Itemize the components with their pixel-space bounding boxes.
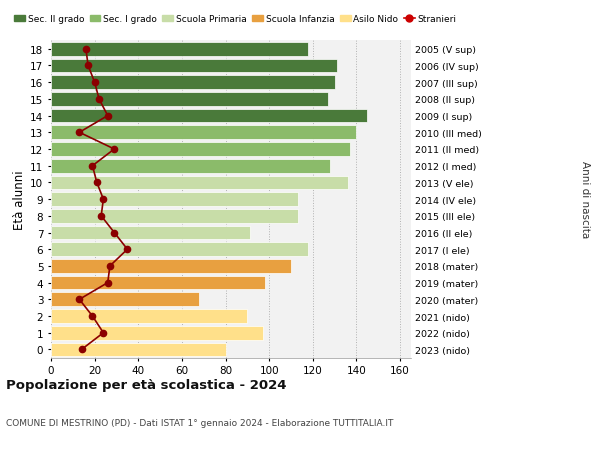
Bar	[51, 93, 328, 106]
Bar	[51, 76, 335, 90]
Bar	[51, 326, 263, 340]
Bar	[51, 43, 308, 56]
Bar	[51, 193, 298, 207]
Bar	[51, 126, 356, 140]
Legend: Sec. II grado, Sec. I grado, Scuola Primaria, Scuola Infanzia, Asilo Nido, Stran: Sec. II grado, Sec. I grado, Scuola Prim…	[11, 11, 460, 28]
Bar	[51, 143, 350, 157]
Bar	[51, 209, 298, 223]
Text: Anni di nascita: Anni di nascita	[580, 161, 590, 238]
Bar	[51, 226, 250, 240]
Y-axis label: Età alunni: Età alunni	[13, 170, 26, 230]
Bar	[51, 276, 265, 290]
Bar	[51, 176, 348, 190]
Bar	[51, 343, 226, 357]
Text: COMUNE DI MESTRINO (PD) - Dati ISTAT 1° gennaio 2024 - Elaborazione TUTTITALIA.I: COMUNE DI MESTRINO (PD) - Dati ISTAT 1° …	[6, 418, 394, 427]
Bar	[51, 110, 367, 123]
Bar	[51, 159, 330, 173]
Bar	[51, 60, 337, 73]
Bar	[51, 309, 247, 323]
Bar	[51, 243, 308, 257]
Bar	[51, 259, 291, 273]
Text: Popolazione per età scolastica - 2024: Popolazione per età scolastica - 2024	[6, 379, 287, 392]
Bar	[51, 293, 199, 307]
